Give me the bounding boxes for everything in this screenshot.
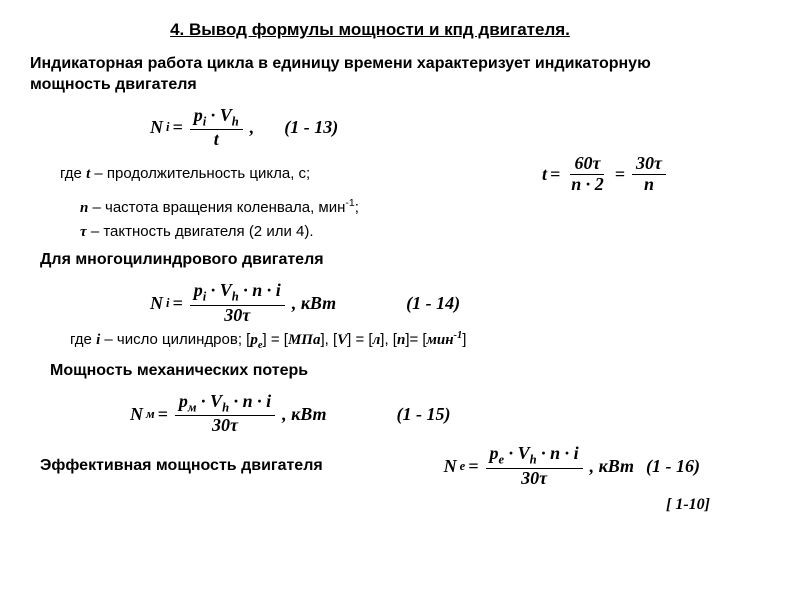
eq2-fraction: pi · Vh · n · i 30τ — [190, 281, 285, 325]
section-title: 4. Вывод формулы мощности и кпд двигател… — [30, 20, 710, 40]
eqt-lhs: t — [542, 164, 547, 185]
where-n: n – частота вращения коленвала, мин-1; — [80, 197, 710, 219]
effective-power-text: Эффективная мощность двигателя — [40, 456, 323, 477]
eqt-frac1: 60τ n · 2 — [567, 154, 608, 195]
where-t: где t – продолжительность цикла, с; — [60, 164, 310, 185]
equation-1-row: Ni = pi · Vh t , (1 - 13) — [150, 106, 710, 150]
eq1-den: t — [210, 130, 223, 150]
multicylinder-text: Для многоцилиндрового двигателя — [40, 250, 710, 271]
eq1-number: (1 - 13) — [284, 117, 338, 138]
equation-1: Ni = pi · Vh t , — [150, 106, 254, 150]
eqt-frac2: 30τ n — [632, 154, 666, 195]
equation-3-row: Nм = pм · Vh · n · i 30τ , кВт (1 - 15) — [130, 392, 710, 436]
equation-t: t = 60τ n · 2 = 30τ n — [542, 154, 670, 195]
eq1-lhs: N — [150, 117, 163, 138]
eq1-lhs-sub: i — [166, 120, 170, 135]
where-i: где i – число цилиндров; [pe] = [МПа], [… — [70, 329, 710, 353]
mechanical-loss-text: Мощность механических потерь — [50, 361, 710, 382]
page-reference: [ 1-10] — [30, 496, 710, 514]
eq4-number: (1 - 16) — [646, 456, 700, 477]
where-tau: τ – тактность двигателя (2 или 4). — [80, 222, 710, 243]
equals: = — [173, 117, 183, 138]
eq3-fraction: pм · Vh · n · i 30τ — [175, 392, 275, 436]
effective-power-row: Эффективная мощность двигателя Ne = pe ·… — [30, 444, 710, 488]
comma: , — [250, 117, 255, 138]
equals: = — [550, 164, 560, 185]
eqt-num2: 30τ — [632, 154, 666, 175]
eq1-num: pi · Vh — [190, 106, 243, 130]
eq1-fraction: pi · Vh t — [190, 106, 243, 150]
eq2-number: (1 - 14) — [406, 293, 460, 314]
where-t-row: где t – продолжительность цикла, с; t = … — [30, 154, 710, 195]
eq3-number: (1 - 15) — [396, 404, 450, 425]
equation-4: Ne = pe · Vh · n · i 30τ , кВт — [444, 444, 634, 488]
intro-text: Индикаторная работа цикла в единицу врем… — [30, 54, 710, 96]
equals: = — [615, 164, 625, 185]
eq4-fraction: pe · Vh · n · i 30τ — [486, 444, 583, 488]
eqt-num1: 60τ — [570, 154, 604, 175]
equation-2-row: Ni = pi · Vh · n · i 30τ , кВт (1 - 14) — [150, 281, 710, 325]
equation-3: Nм = pм · Vh · n · i 30τ , кВт — [130, 392, 326, 436]
equation-2: Ni = pi · Vh · n · i 30τ , кВт — [150, 281, 336, 325]
eqt-den1: n · 2 — [567, 175, 608, 195]
eqt-den2: n — [640, 175, 658, 195]
